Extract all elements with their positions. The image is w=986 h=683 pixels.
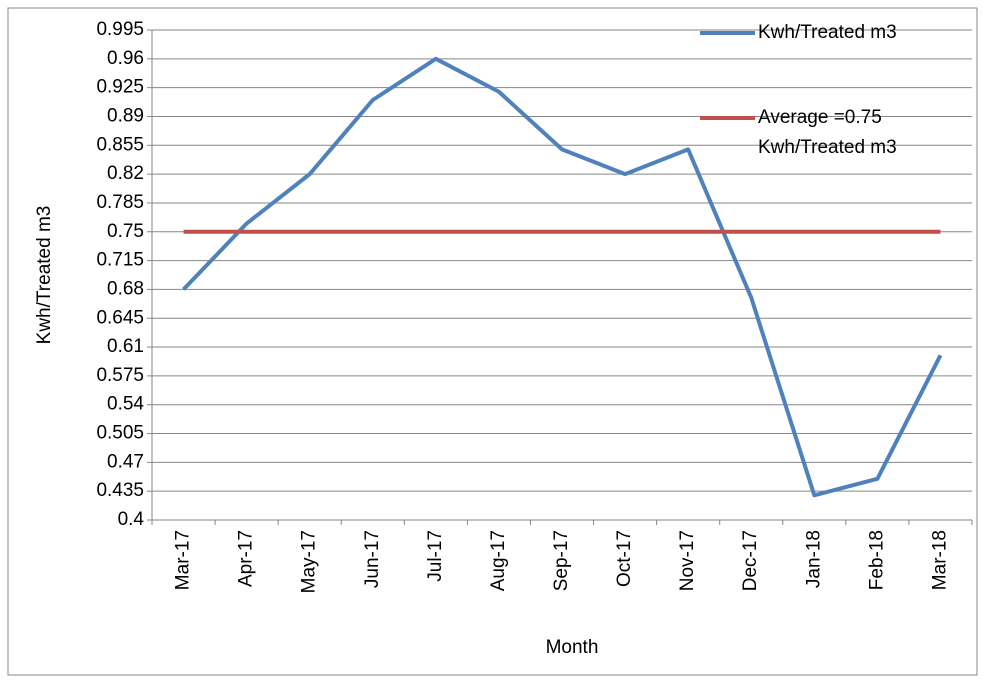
frame bbox=[7, 7, 978, 676]
y-axis-title: Kwh/Treated m3 bbox=[34, 206, 55, 345]
y-tick-label: 0.435 bbox=[96, 480, 144, 501]
y-tick-label: 0.645 bbox=[96, 307, 144, 328]
y-tick-label: 0.89 bbox=[107, 105, 144, 126]
y-tick-label: 0.715 bbox=[96, 250, 144, 271]
x-tick-label: Aug-17 bbox=[488, 530, 509, 591]
x-tick-label: May-17 bbox=[299, 530, 320, 593]
x-tick-label: Mar-18 bbox=[929, 530, 950, 590]
x-tick-label: Jul-17 bbox=[425, 530, 446, 582]
y-tick-label: 0.4 bbox=[118, 509, 145, 530]
y-tick-label: 0.855 bbox=[96, 134, 144, 155]
x-axis-title: Month bbox=[546, 637, 599, 658]
legend-label: Kwh/Treated m3 bbox=[758, 22, 897, 43]
x-tick-label: Apr-17 bbox=[236, 530, 257, 587]
y-tick-label: 0.54 bbox=[107, 394, 144, 415]
x-tick-label: Dec-17 bbox=[740, 530, 761, 591]
y-tick-label: 0.47 bbox=[107, 451, 144, 472]
y-tick-label: 0.75 bbox=[107, 221, 144, 242]
y-tick-label: 0.96 bbox=[107, 48, 144, 69]
y-tick-label: 0.61 bbox=[107, 336, 144, 357]
data-line bbox=[182, 56, 943, 498]
y-tick-label: 0.575 bbox=[96, 365, 144, 386]
x-tick-label: Feb-18 bbox=[866, 530, 887, 590]
x-tick-label: Jun-17 bbox=[362, 530, 383, 588]
x-tick-label: Sep-17 bbox=[551, 530, 572, 591]
y-tick-label: 0.925 bbox=[96, 77, 144, 98]
y-tick-label: 0.505 bbox=[96, 423, 144, 444]
x-tick-label: Mar-17 bbox=[173, 530, 194, 590]
y-tick-label: 0.68 bbox=[107, 278, 144, 299]
y-tick-label: 0.82 bbox=[107, 163, 144, 184]
legend-label: Average =0.75 Kwh/Treated m3 bbox=[758, 107, 897, 158]
x-tick-label: Nov-17 bbox=[677, 530, 698, 591]
y-tick-label: 0.785 bbox=[96, 192, 144, 213]
y-tick-label: 0.995 bbox=[96, 19, 144, 40]
x-tick-label: Jan-18 bbox=[803, 530, 824, 588]
x-tick-label: Oct-17 bbox=[614, 530, 635, 587]
